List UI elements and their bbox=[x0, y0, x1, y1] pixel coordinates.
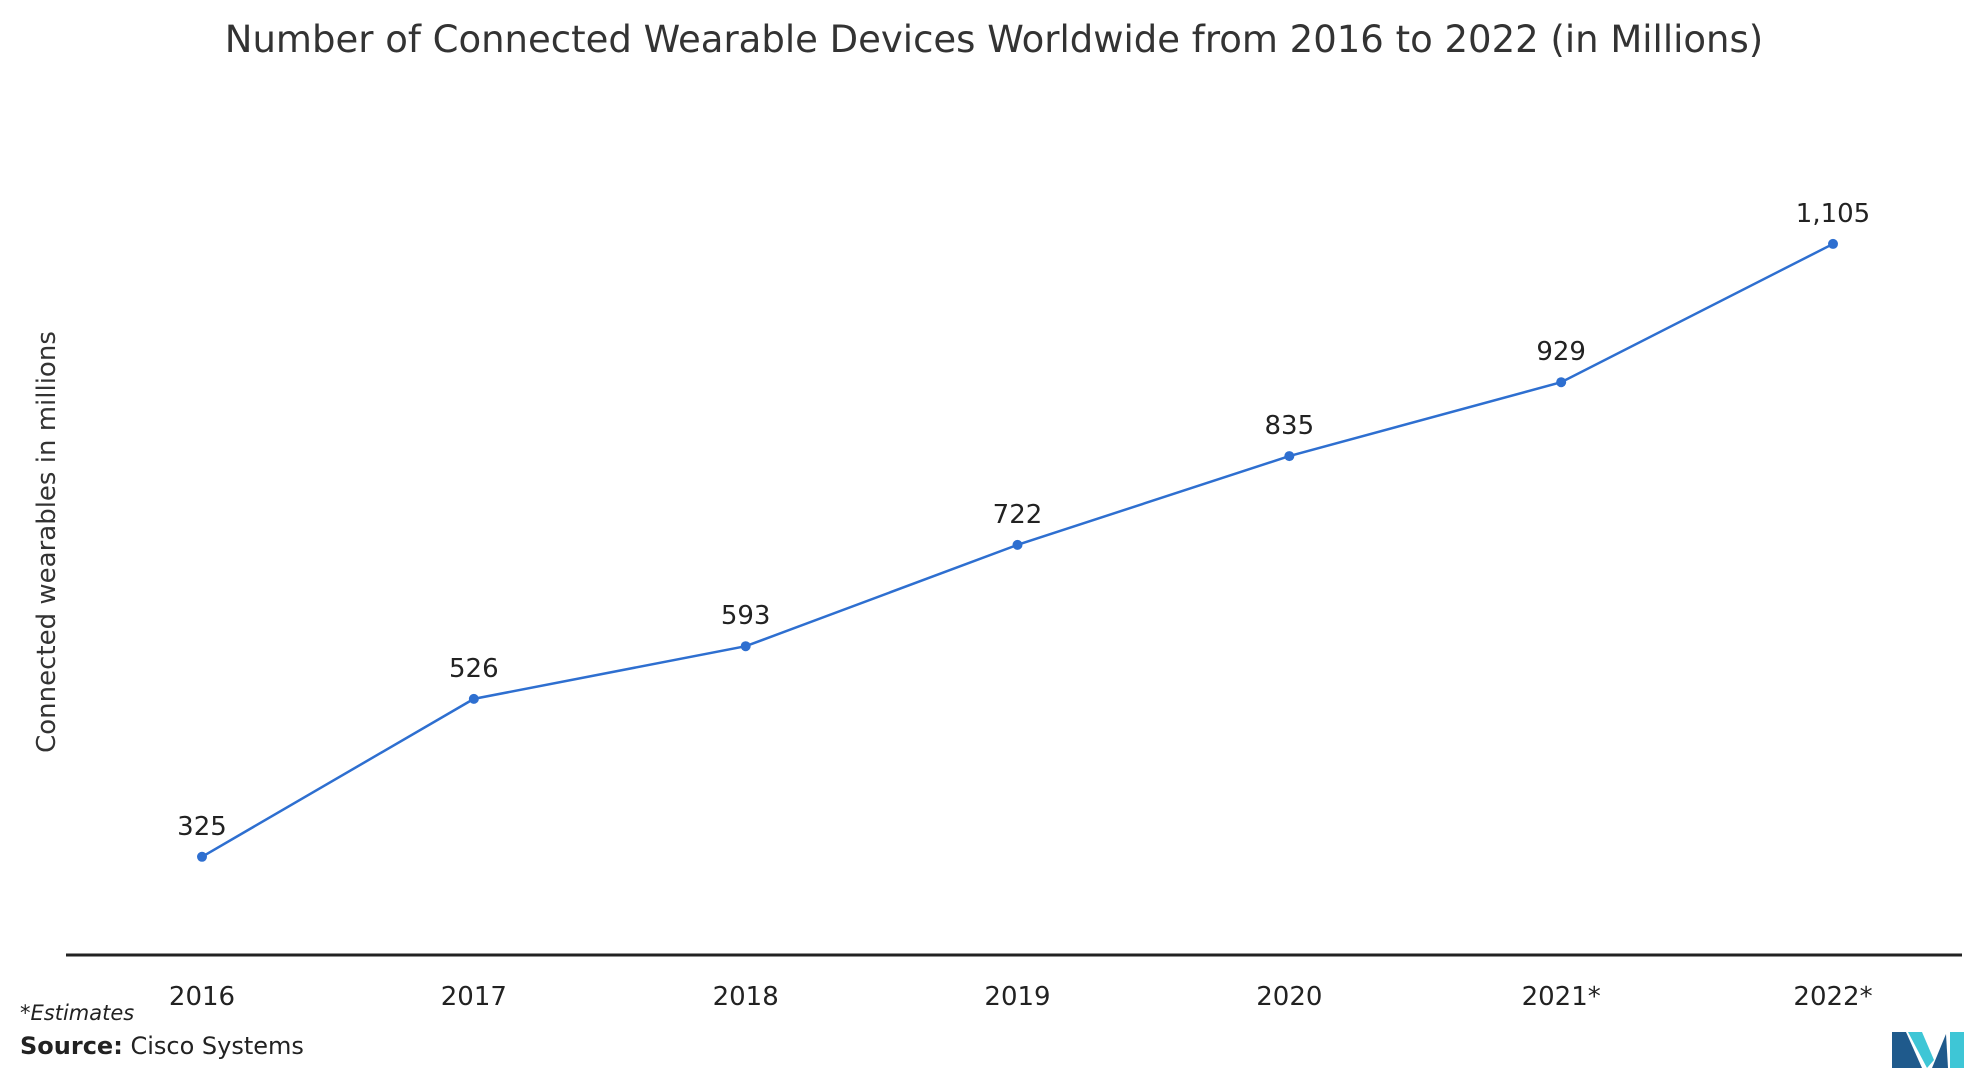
data-point bbox=[1284, 451, 1295, 462]
data-point bbox=[1828, 238, 1838, 249]
x-tick-label: 2021* bbox=[1522, 982, 1601, 1012]
data-label: 722 bbox=[993, 500, 1043, 530]
source-value: Cisco Systems bbox=[130, 1032, 304, 1060]
data-label: 1,105 bbox=[1796, 199, 1870, 229]
data-label: 593 bbox=[721, 601, 771, 631]
y-axis-label: Connected wearables in millions bbox=[32, 331, 62, 753]
x-tick-label: 2017 bbox=[441, 982, 507, 1012]
chart-title: Number of Connected Wearable Devices Wor… bbox=[225, 18, 1763, 61]
data-label: 929 bbox=[1536, 337, 1586, 367]
source-label: Source: bbox=[20, 1032, 123, 1060]
x-tick-label: 2020 bbox=[1256, 982, 1322, 1012]
series-line bbox=[201, 242, 1834, 858]
x-tick-label: 2022* bbox=[1793, 982, 1872, 1012]
footnote: *Estimates bbox=[20, 1001, 135, 1025]
data-point bbox=[197, 851, 207, 862]
x-tick-labels: 2016 2017 2018 2019 2020 2021* 2022* bbox=[169, 982, 1873, 1012]
data-point bbox=[468, 693, 479, 704]
data-point bbox=[1556, 377, 1567, 388]
x-tick-label: 2018 bbox=[713, 982, 779, 1012]
data-label: 835 bbox=[1265, 411, 1315, 441]
x-tick-label: 2016 bbox=[169, 982, 235, 1012]
source-line: Source: Cisco Systems bbox=[20, 1032, 304, 1060]
data-point bbox=[1012, 539, 1023, 550]
data-labels: 325 526 593 722 835 929 1,105 bbox=[177, 199, 1870, 842]
mordor-intelligence-logo-icon bbox=[1892, 1032, 1964, 1068]
x-tick-label: 2019 bbox=[984, 982, 1050, 1012]
data-label: 325 bbox=[177, 812, 227, 842]
data-label: 526 bbox=[449, 654, 499, 684]
data-points bbox=[197, 238, 1838, 862]
data-point bbox=[740, 641, 751, 652]
